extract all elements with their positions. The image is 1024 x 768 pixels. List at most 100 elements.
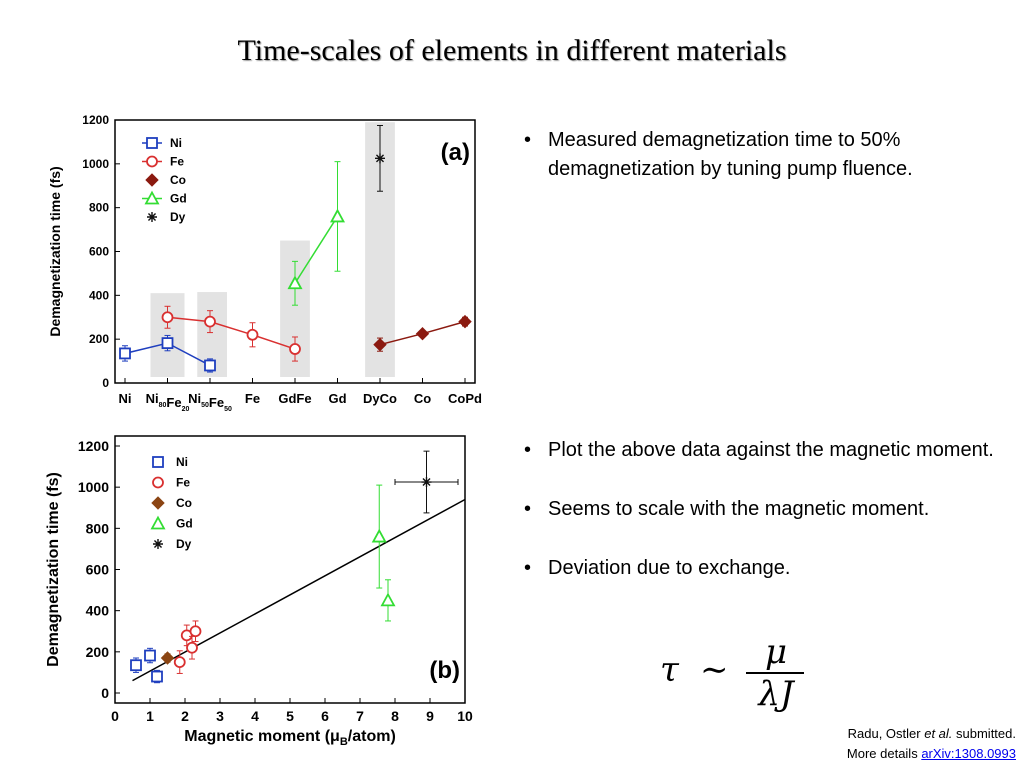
y-tick-label: 1200 xyxy=(78,438,109,454)
legend-label: Co xyxy=(176,496,192,510)
panel-label: (b) xyxy=(429,657,460,684)
credit-line-1: Radu, Ostler et al. submitted. xyxy=(847,726,1016,741)
legend-label: Fe xyxy=(170,155,184,169)
series-dy xyxy=(375,124,385,192)
legend-marker xyxy=(145,173,159,187)
y-axis-label: Demagnetization time (fs) xyxy=(47,166,63,336)
bullet-item: Plot the above data against the magnetic… xyxy=(516,436,1006,465)
y-tick-label: 600 xyxy=(89,245,109,259)
arxiv-link[interactable]: arXiv:1308.0993 xyxy=(921,746,1016,761)
series-ni xyxy=(130,647,163,684)
legend-label: Fe xyxy=(176,476,190,490)
series-fe xyxy=(161,305,301,362)
series-gd xyxy=(287,161,346,306)
formula: τ ∼ μ λJ xyxy=(660,632,810,714)
bullet-item: Measured demagnetization time to 50% dem… xyxy=(516,126,996,184)
legend-label: Dy xyxy=(170,210,186,224)
formula-denominator: λJ xyxy=(758,674,794,714)
y-tick-label: 400 xyxy=(86,603,110,619)
series-fe xyxy=(173,620,202,674)
legend: Ni Fe Co Gd Dy xyxy=(150,455,193,551)
x-tick-label: CoPd xyxy=(448,391,482,406)
data-point xyxy=(161,311,174,324)
legend-label: Gd xyxy=(176,517,193,531)
data-point xyxy=(246,328,259,341)
x-tick-label: 1 xyxy=(146,708,154,724)
data-point xyxy=(375,153,385,164)
legend-marker xyxy=(151,496,165,510)
data-point xyxy=(373,337,387,352)
series-line xyxy=(167,316,296,350)
data-point xyxy=(160,651,175,665)
series-gd xyxy=(371,484,396,622)
legend: Ni Fe Co Gd Dy xyxy=(142,136,187,224)
data-point xyxy=(380,592,396,607)
data-point xyxy=(289,343,301,355)
data-point xyxy=(329,208,346,223)
x-tick-label: 3 xyxy=(216,708,224,724)
formula-sim: ∼ xyxy=(700,650,729,690)
x-tick-label: Fe xyxy=(245,391,260,406)
data-point xyxy=(415,326,430,341)
data-point xyxy=(151,670,163,683)
slide-title: Time-scales of elements in different mat… xyxy=(237,34,787,67)
y-tick-label: 200 xyxy=(89,332,109,346)
x-tick-label: GdFe xyxy=(278,391,311,406)
x-axis-label: Magnetic moment (μB/atom) xyxy=(184,728,396,748)
y-tick-label: 1200 xyxy=(82,113,109,127)
chart-a: 0 200 400 600 800 1000 1200 Demagnetization tim… xyxy=(47,113,482,413)
x-tick-label: 2 xyxy=(181,708,189,724)
bullet-list-bottom: Plot the above data against the magnetic… xyxy=(516,436,1006,613)
y-tick-label: 800 xyxy=(86,520,110,536)
y-tick-label: 1000 xyxy=(78,479,109,495)
y-tick-label: 600 xyxy=(86,562,110,578)
data-point xyxy=(173,656,186,669)
data-point xyxy=(458,314,472,329)
data-point xyxy=(161,337,174,350)
x-tick-label: Ni80Fe20 xyxy=(146,391,190,413)
legend-label: Gd xyxy=(170,192,187,206)
x-tick-label: 7 xyxy=(356,708,364,724)
data-point xyxy=(119,347,131,360)
y-tick-label: 1000 xyxy=(82,157,109,171)
legend-label: Ni xyxy=(170,136,182,150)
y-tick-label: 200 xyxy=(86,644,110,660)
series-ni xyxy=(119,334,216,373)
x-tick-label: 4 xyxy=(251,708,259,724)
data-point xyxy=(371,528,387,543)
x-tick-label: Gd xyxy=(328,391,346,406)
legend-marker xyxy=(146,137,158,149)
data-point xyxy=(186,641,198,654)
series-line xyxy=(294,216,339,284)
formula-tau: τ xyxy=(660,650,679,690)
bullet-item: Deviation due to exchange. xyxy=(516,554,1006,583)
legend-marker xyxy=(152,476,164,489)
y-axis-label: Demagnetization time (fs) xyxy=(45,472,62,667)
y-tick-label: 400 xyxy=(89,288,109,302)
x-tick-label: 8 xyxy=(391,708,399,724)
legend-marker xyxy=(153,539,163,549)
y-tick-label: 800 xyxy=(89,201,109,215)
formula-fraction-bar xyxy=(746,672,804,674)
y-tick-label: 0 xyxy=(102,376,109,390)
panel-label: (a) xyxy=(441,139,470,166)
data-point xyxy=(144,649,156,662)
formula-numerator: μ xyxy=(764,632,788,672)
data-point xyxy=(189,625,202,638)
legend-marker xyxy=(150,515,166,530)
x-tick-label: 10 xyxy=(457,708,473,724)
x-tick-label: Co xyxy=(414,391,431,406)
bullet-item: Seems to scale with the magnetic moment. xyxy=(516,495,1006,524)
legend-label: Ni xyxy=(176,455,188,469)
credit: Radu, Ostler et al. submitted. More deta… xyxy=(847,724,1016,764)
x-tick-label: 9 xyxy=(426,708,434,724)
y-tick-label: 0 xyxy=(101,685,109,701)
data-point xyxy=(130,659,142,672)
legend-marker xyxy=(152,456,164,468)
legend-marker xyxy=(146,155,158,168)
data-point xyxy=(287,275,303,290)
series-co xyxy=(373,314,472,352)
legend-marker xyxy=(144,190,160,205)
data-point xyxy=(204,359,216,372)
series-dy xyxy=(394,450,459,514)
